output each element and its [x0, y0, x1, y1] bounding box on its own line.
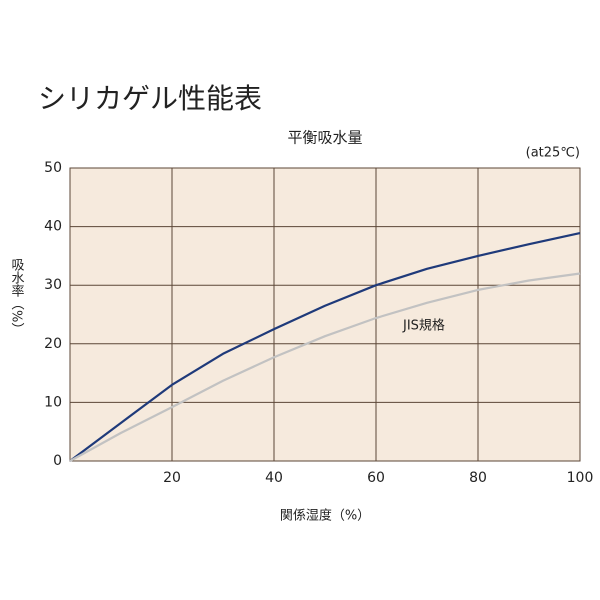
y-tick-label: 0: [53, 453, 62, 469]
y-tick-label: 30: [44, 277, 62, 293]
x-tick-label: 60: [367, 470, 385, 486]
chart-subtitle: 平衡吸水量: [287, 129, 362, 147]
y-tick-label: 20: [44, 336, 62, 352]
y-axis-label: 吸水率（%）: [9, 258, 25, 335]
line-series: [69, 272, 581, 462]
y-tick-label: 10: [44, 394, 62, 410]
x-tick-label: 80: [469, 470, 487, 486]
x-tick-label: 20: [163, 470, 181, 486]
x-tick-label: 100: [567, 470, 594, 486]
y-tick-label: 40: [44, 219, 62, 235]
chart-title: シリカゲル性能表: [38, 82, 262, 115]
y-tick-label: 50: [44, 160, 62, 176]
series-label: JIS規格: [402, 318, 445, 334]
x-axis-label: 関係湿度（%）: [280, 508, 370, 524]
line-series: [69, 231, 581, 462]
x-tick-label: 40: [265, 470, 283, 486]
note: (at25℃): [526, 146, 580, 161]
plot-area: [69, 167, 581, 462]
